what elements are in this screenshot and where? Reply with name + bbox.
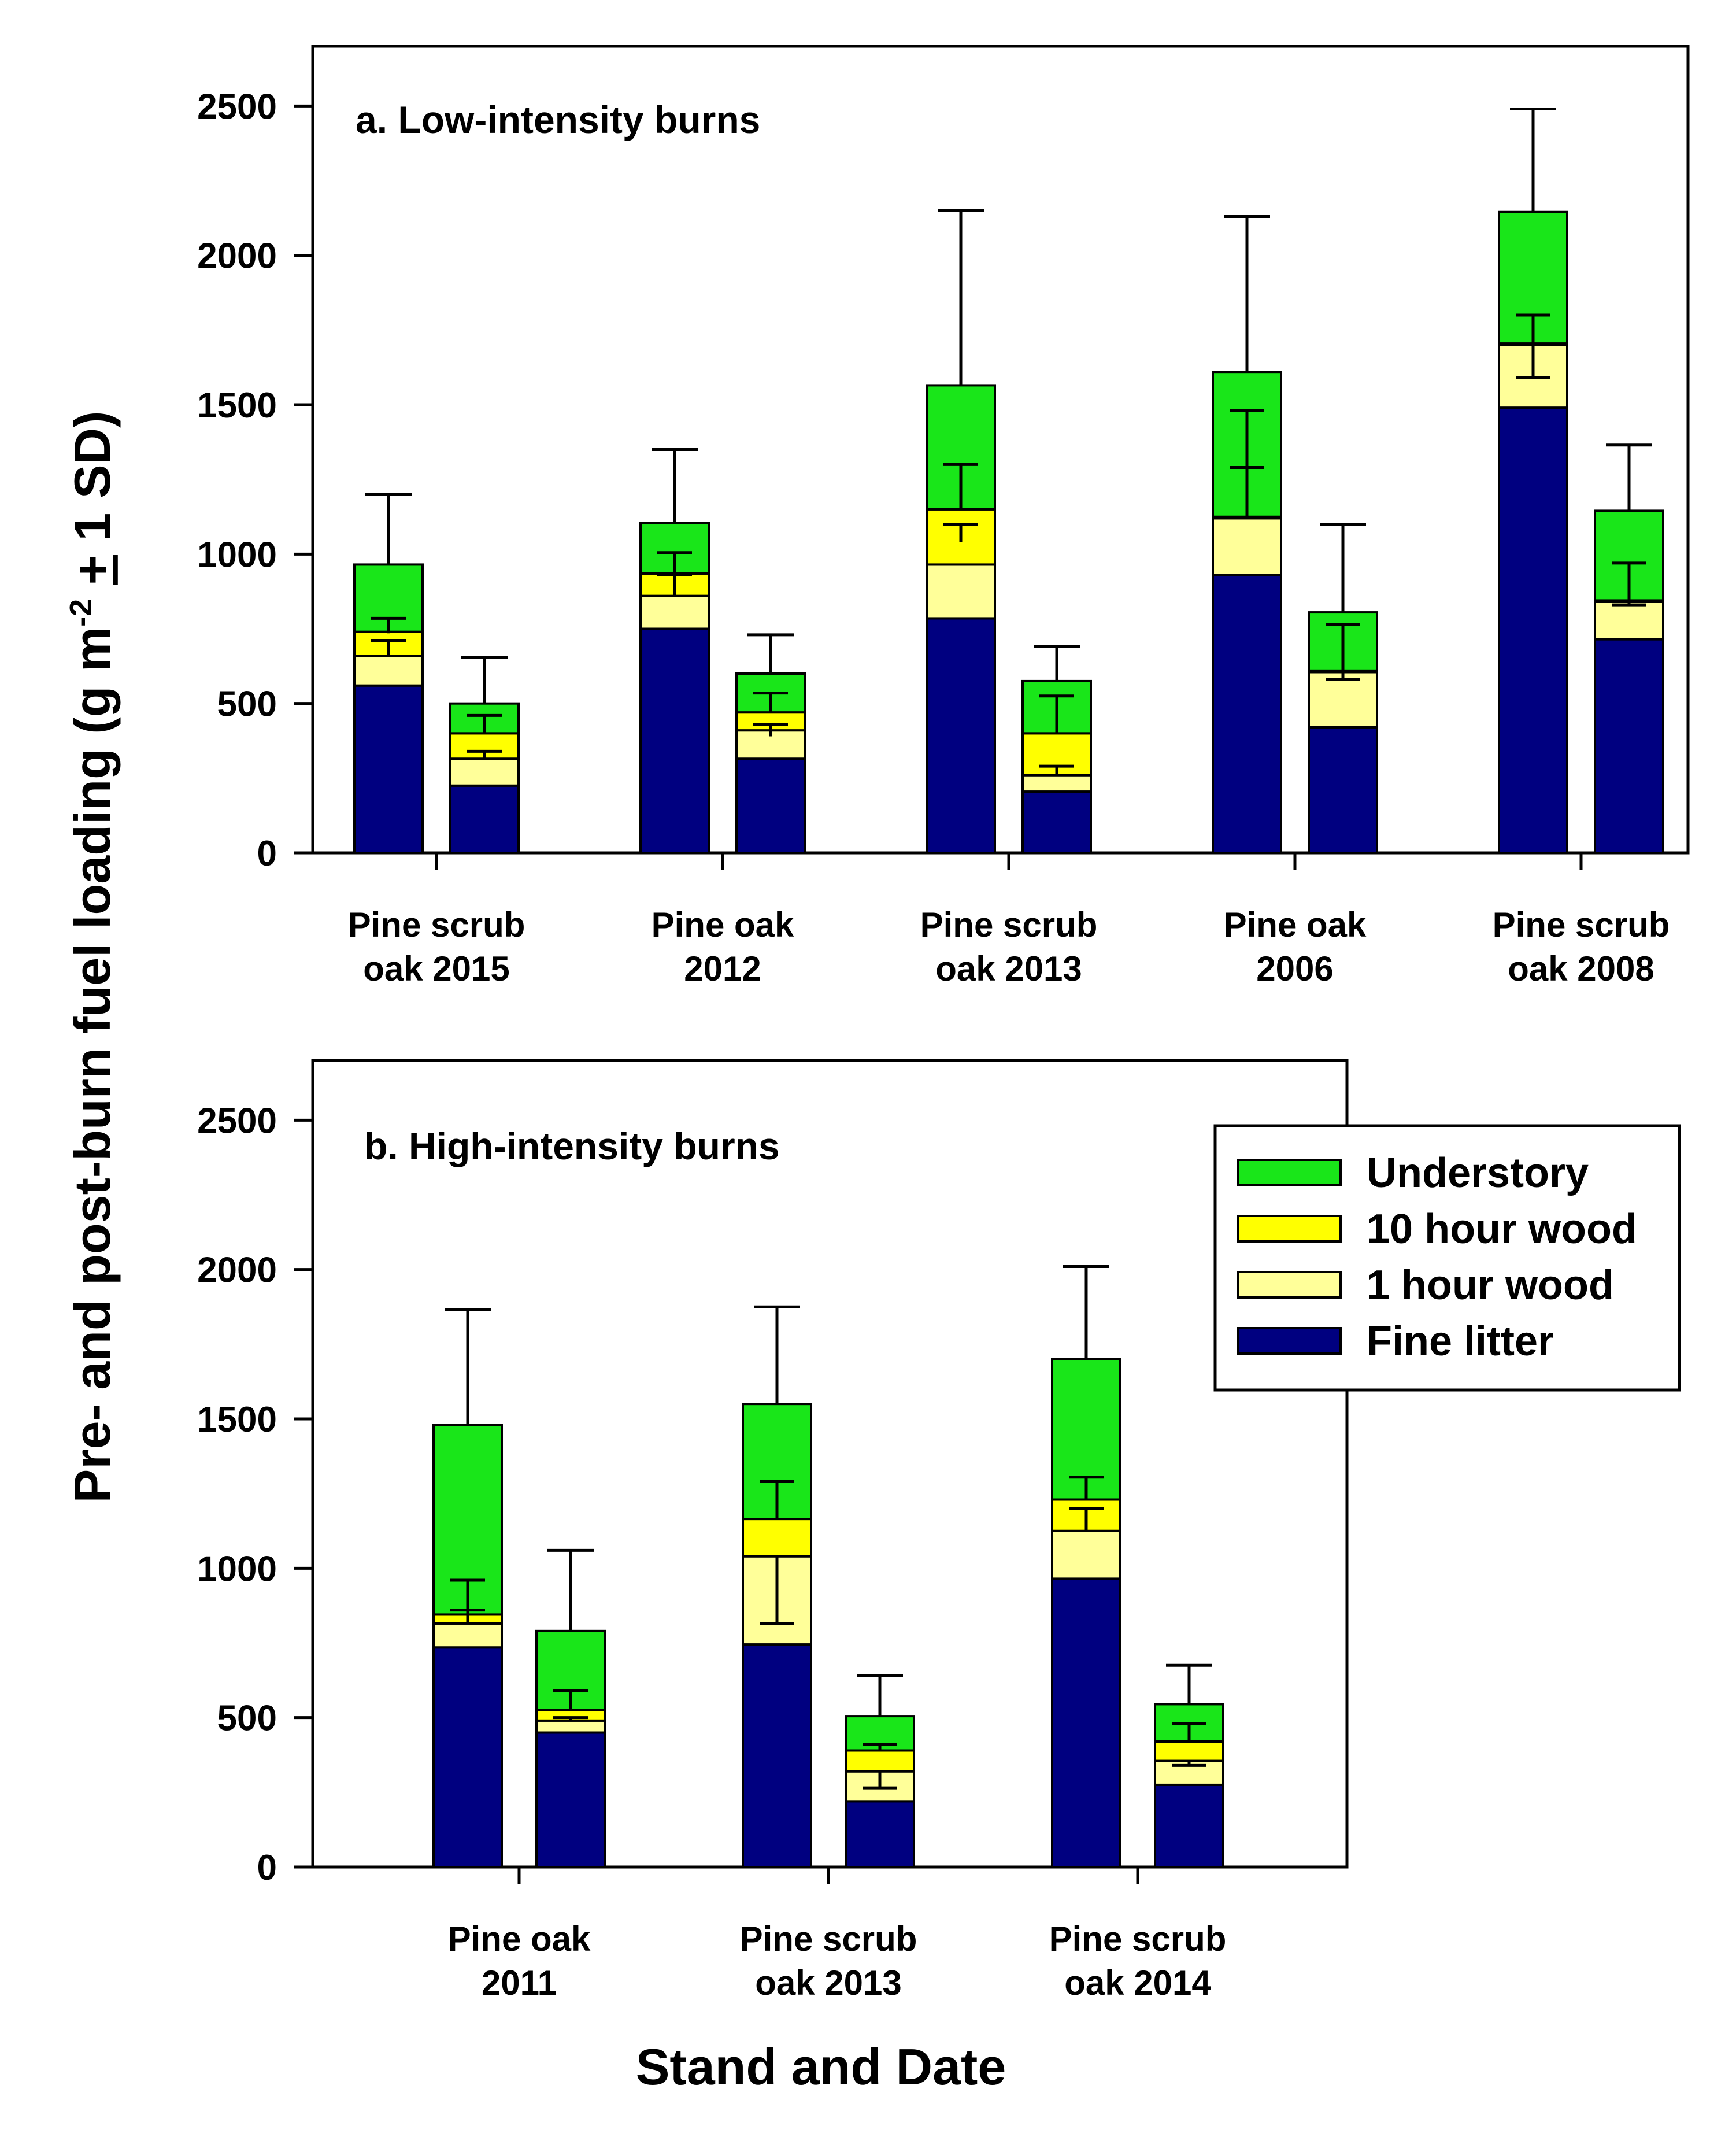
panel-a-y-axis: 0 500 1000 1500 2000 2500 xyxy=(197,87,313,874)
category-label: oak 2013 xyxy=(755,1964,902,2002)
category-label: Pine scrub xyxy=(348,905,525,944)
bar-segment-one-hour-wood xyxy=(1021,774,1092,793)
y-axis-title: Pre- and post-burn fuel loading (g m-2 +… xyxy=(64,411,121,1503)
panel-b-x-axis xyxy=(517,1867,1139,1884)
category-label: oak 2015 xyxy=(363,949,510,988)
bar-segment-one-hour-wood xyxy=(535,1719,606,1734)
bar-segment-fine-litter xyxy=(353,684,424,854)
bar-segment-one-hour-wood xyxy=(449,757,520,787)
bar-segment-one-hour-wood xyxy=(1212,517,1282,576)
panel-b-chart: 0 500 1000 1500 2000 2500 b. High-intensity b… xyxy=(197,1059,1681,2002)
y-axis-title-main: Pre- and post-burn fuel loading (g m xyxy=(64,627,121,1503)
y-axis-title-tail: 1 SD) xyxy=(64,411,121,555)
bar-segment-fine-litter xyxy=(1051,1577,1121,1869)
bar-segment-fine-litter xyxy=(639,627,710,854)
bar-segment-ten-hour-wood xyxy=(845,1749,915,1773)
legend-label-1-hour-wood: 1 hour wood xyxy=(1367,1262,1614,1308)
y-tick-label: 500 xyxy=(217,685,277,724)
category-label: 2011 xyxy=(482,1964,557,2002)
bar-segment-one-hour-wood xyxy=(432,1622,503,1649)
y-tick-label: 2000 xyxy=(197,1251,277,1291)
y-tick-label: 2000 xyxy=(197,236,277,276)
legend: Understory 10 hour wood 1 hour wood Fine… xyxy=(1213,1124,1681,1392)
y-tick-label: 1000 xyxy=(197,1549,277,1589)
bar-segment-one-hour-wood xyxy=(639,594,710,630)
bar-segment-fine-litter xyxy=(1594,638,1664,855)
panel-b-y-axis: 0 500 1000 1500 2000 2500 xyxy=(197,1101,313,1888)
panel-b-error-bars xyxy=(445,1265,1212,1790)
bar-segment-fine-litter xyxy=(1498,406,1568,854)
bar-segment-fine-litter xyxy=(432,1646,503,1868)
bar-segment-one-hour-wood xyxy=(1594,601,1664,641)
panel-a-error-bars xyxy=(365,108,1652,774)
bar-segment-one-hour-wood xyxy=(353,655,424,687)
category-label: Pine oak xyxy=(448,1920,591,1958)
y-tick-label: 1500 xyxy=(197,386,277,426)
panel-b-category-labels: Pine oak 2011 Pine scrub oak 2013 Pine scrub… xyxy=(448,1920,1227,2002)
y-tick-label: 0 xyxy=(257,834,277,874)
y-tick-label: 500 xyxy=(217,1699,277,1739)
legend-swatch-10-hour-wood xyxy=(1237,1215,1342,1243)
bar-segment-one-hour-wood xyxy=(1051,1529,1121,1580)
category-label: Pine oak xyxy=(1224,905,1367,944)
panel-a-chart: 0 500 1000 1500 2000 2500 a. Low-intensity bu… xyxy=(197,45,1690,988)
bar-segment-fine-litter xyxy=(535,1731,606,1868)
legend-swatch-understory xyxy=(1237,1159,1342,1186)
category-label: Pine scrub xyxy=(1049,1920,1227,1958)
bar-segment-fine-litter xyxy=(1212,574,1282,854)
panel-a-category-labels: Pine scrub oak 2015 Pine oak 2012 Pine scrub… xyxy=(348,905,1670,988)
y-axis-title-superscript: -2 xyxy=(64,599,98,627)
panel-b-title: b. High-intensity burns xyxy=(364,1125,780,1167)
bar-segment-fine-litter xyxy=(926,617,996,854)
category-label: 2012 xyxy=(684,949,761,988)
legend-label-fine-litter: Fine litter xyxy=(1367,1318,1554,1365)
y-axis-title-space xyxy=(64,585,121,598)
panel-a-x-axis xyxy=(435,853,1583,870)
category-label: Pine scrub xyxy=(1493,905,1670,944)
category-label: oak 2008 xyxy=(1508,949,1654,988)
bar-segment-fine-litter xyxy=(845,1800,915,1868)
category-label: Pine oak xyxy=(652,905,794,944)
y-tick-label: 0 xyxy=(257,1848,277,1888)
bar-segment-fine-litter xyxy=(449,784,520,854)
y-axis-title-plus-minus: + xyxy=(64,555,121,585)
category-label: 2006 xyxy=(1256,949,1333,988)
bar-segment-fine-litter xyxy=(1021,790,1092,855)
y-tick-label: 2500 xyxy=(197,1101,277,1141)
panel-a-plot-frame xyxy=(311,45,1690,855)
bar-segment-fine-litter xyxy=(1308,726,1378,854)
bar-segment-ten-hour-wood xyxy=(742,1518,812,1558)
legend-label-understory: Understory xyxy=(1367,1150,1589,1196)
bar-segment-ten-hour-wood xyxy=(1154,1740,1224,1762)
category-label: Pine scrub xyxy=(920,905,1098,944)
legend-swatch-fine-litter xyxy=(1237,1327,1342,1355)
bar-segment-one-hour-wood xyxy=(926,563,996,620)
bar-segment-fine-litter xyxy=(735,757,806,854)
y-tick-label: 1500 xyxy=(197,1400,277,1440)
panel-a-title: a. Low-intensity burns xyxy=(356,98,760,141)
panel-a-bars xyxy=(353,210,1664,855)
legend-label-10-hour-wood: 10 hour wood xyxy=(1367,1206,1637,1252)
bar-segment-one-hour-wood xyxy=(1308,671,1378,729)
legend-swatch-1-hour-wood xyxy=(1237,1271,1342,1299)
panel-b-bars xyxy=(432,1358,1224,1869)
category-label: oak 2013 xyxy=(935,949,1082,988)
y-tick-label: 1000 xyxy=(197,535,277,575)
bar-segment-fine-litter xyxy=(1154,1783,1224,1869)
category-label: Pine scrub xyxy=(740,1920,917,1958)
bar-segment-fine-litter xyxy=(742,1643,812,1868)
x-axis-title: Stand and Date xyxy=(636,2038,1006,2095)
category-label: oak 2014 xyxy=(1064,1964,1211,2002)
y-tick-label: 2500 xyxy=(197,87,277,127)
